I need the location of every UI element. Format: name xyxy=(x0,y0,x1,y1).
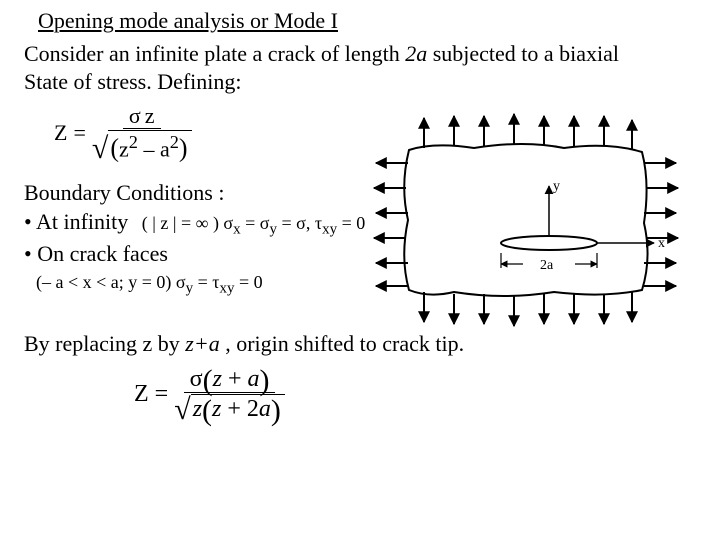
eq1-sup2a: 2 xyxy=(129,132,138,152)
bc2-suby: y xyxy=(186,280,194,296)
eq2-plus2: + xyxy=(221,396,247,422)
bc1-label: • At infinity xyxy=(24,209,128,234)
eq1-z2: z xyxy=(119,136,129,161)
eq2-sqrt: √ z(z + 2a) xyxy=(174,394,285,421)
bc2-subxy: xy xyxy=(220,280,235,296)
x-label: x xyxy=(658,236,665,251)
eq1-sup2b: 2 xyxy=(170,132,179,152)
eq1-sigma: σ xyxy=(129,103,141,128)
bc2-mid: = τ xyxy=(193,272,219,292)
eq2-Z: Z xyxy=(134,381,149,408)
crack-ellipse xyxy=(501,236,597,250)
bc1-subx: x xyxy=(233,222,241,238)
eq2-equals: = xyxy=(155,381,169,408)
plate-outline xyxy=(404,144,647,296)
intro-2a: 2a xyxy=(405,41,427,66)
eq1-fraction: σz √ (z2 – a2) xyxy=(92,105,192,161)
eq2-z2: z xyxy=(193,396,202,422)
eq1-equals: = xyxy=(73,120,85,146)
bc2-zero: = 0 xyxy=(235,272,263,292)
slide-root: Opening mode analysis or Mode I Consider… xyxy=(0,0,720,540)
radical-icon: √ xyxy=(174,398,190,422)
eq2-a2: a xyxy=(259,396,271,422)
bc2-label: • On crack faces xyxy=(24,241,168,266)
eq2-two: 2 xyxy=(247,396,259,422)
bc2-cond-a: (– a < x < a; y = 0) σ xyxy=(36,272,186,292)
bc1-subxy: xy xyxy=(322,222,337,238)
right-arrows xyxy=(644,163,678,286)
left-arrows xyxy=(374,163,408,286)
page-title: Opening mode analysis or Mode I xyxy=(38,8,696,34)
intro-part-2: State of stress. Defining: xyxy=(24,69,242,94)
eq1-minus: – xyxy=(138,136,160,161)
eq2-z3: z xyxy=(212,396,221,422)
origin-a: By replacing z by xyxy=(24,331,185,356)
radical-icon: √ xyxy=(92,137,108,161)
eq1-Z: Z xyxy=(54,120,67,146)
bc1-rest: = σ xyxy=(241,213,270,233)
crack-length-label: 2a xyxy=(540,258,554,273)
intro-part-1b: subjected to a biaxial xyxy=(427,41,619,66)
bc1-suby: y xyxy=(270,222,278,238)
eq1-a: a xyxy=(160,136,170,161)
origin-zplus: z+a xyxy=(185,331,219,356)
intro-part-1: Consider an infinite plate a crack of le… xyxy=(24,41,405,66)
crack-plate-figure: y x 2a xyxy=(354,108,694,338)
equation-2: Z = σ(z + a) √ z(z + 2a) xyxy=(134,367,696,423)
bc1-cond: ( | z | = ∞ ) σ xyxy=(142,213,233,233)
eq2-fraction: σ(z + a) √ z(z + 2a) xyxy=(174,367,285,423)
eq2-sigma: σ xyxy=(190,366,203,392)
eq2-plus1: + xyxy=(222,366,248,392)
y-label: y xyxy=(553,179,560,194)
bc1-eqsigma: = σ, τ xyxy=(277,213,322,233)
intro-text: Consider an infinite plate a crack of le… xyxy=(24,40,696,95)
eq2-a1: a xyxy=(247,366,259,392)
figure-svg: y x 2a xyxy=(354,108,694,338)
bottom-arrows xyxy=(424,292,632,326)
eq1-z: z xyxy=(145,103,155,128)
eq1-sqrt: √ (z2 – a2) xyxy=(92,130,192,160)
eq2-z: z xyxy=(213,366,222,392)
